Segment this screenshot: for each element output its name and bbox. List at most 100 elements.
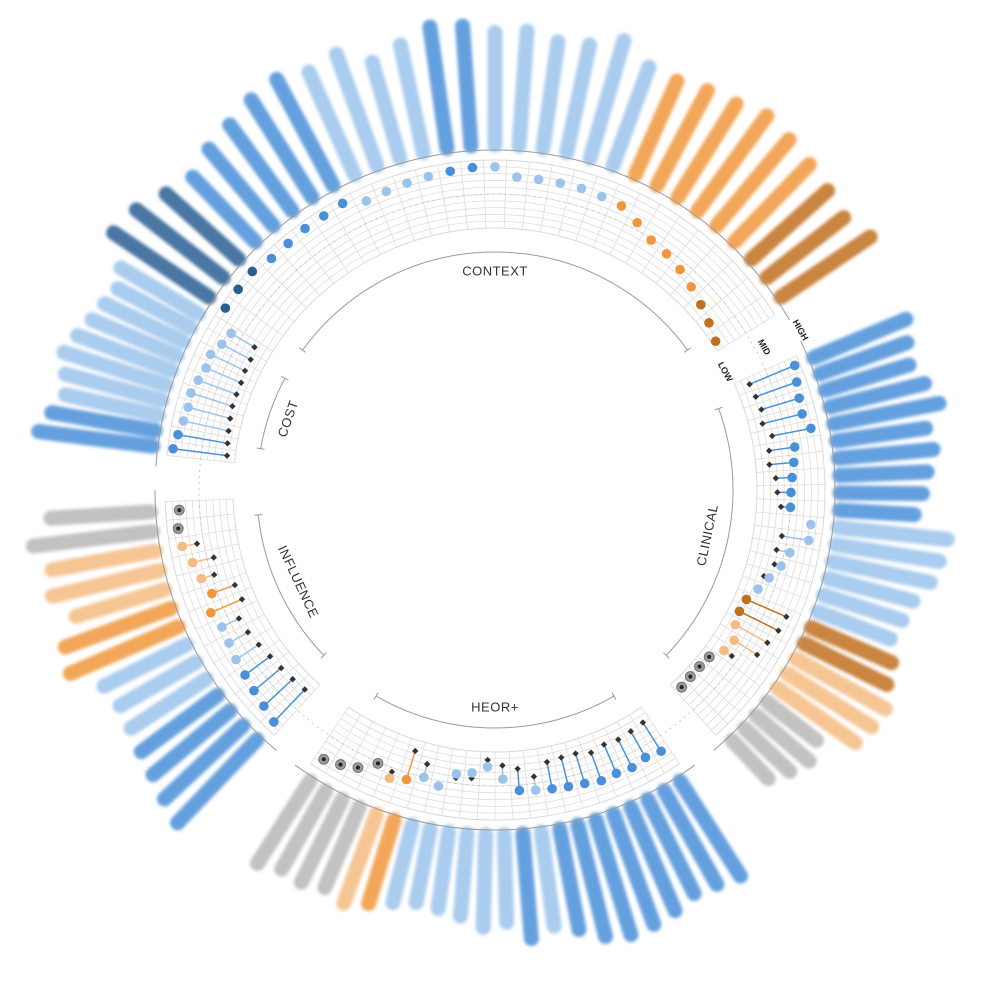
reference-marker [627, 728, 635, 735]
grid-spoke [437, 164, 450, 233]
outer-bars [25, 18, 955, 947]
dumbbell-stem [762, 413, 803, 425]
section-bracket-outer [200, 149, 790, 321]
outer-bar [475, 827, 494, 935]
grid-spoke [168, 440, 236, 452]
outer-bar [70, 328, 179, 378]
outer-bar [44, 543, 163, 578]
outer-bar [452, 826, 475, 924]
value-point [467, 162, 478, 173]
grid-arc [214, 159, 776, 316]
section-bracket-tick [320, 652, 328, 659]
grid-spoke [742, 575, 807, 599]
level-label: MID [756, 338, 773, 358]
grid-spoke [591, 733, 618, 797]
value-point [632, 217, 642, 228]
reference-marker [772, 475, 779, 482]
grid-spoke [641, 216, 680, 273]
level-label: HIGH [791, 318, 811, 343]
value-point [207, 588, 217, 599]
value-point [686, 282, 696, 292]
grid-spoke [171, 425, 239, 440]
outer-bar [201, 141, 281, 234]
value-point [789, 360, 800, 371]
reference-marker [231, 581, 239, 589]
grid-spoke [166, 513, 235, 521]
reference-marker [241, 367, 249, 374]
outer-bar [361, 812, 402, 912]
section-bracket-inner [260, 378, 286, 449]
grid-spoke [670, 244, 717, 296]
value-point [226, 328, 236, 339]
grid-spoke [550, 745, 566, 813]
value-point [764, 573, 774, 583]
value-point [547, 783, 557, 794]
gray-point-core [679, 685, 684, 690]
reference-marker [572, 750, 579, 757]
value-point [696, 299, 706, 310]
dumbbell-stem [205, 367, 242, 384]
outer-bar [817, 357, 917, 398]
reference-marker [783, 613, 790, 621]
value-point [249, 685, 259, 696]
grid-spoke [224, 639, 281, 679]
value-point [530, 785, 541, 795]
reference-marker [639, 719, 647, 726]
value-point [789, 457, 799, 468]
value-point [205, 607, 216, 618]
outer-bar [385, 817, 420, 911]
value-point [196, 573, 206, 584]
value-point [240, 670, 250, 680]
section-bracket-inner [665, 408, 734, 656]
outer-bar [759, 210, 852, 286]
value-point [451, 769, 462, 779]
grid-spoke [683, 260, 733, 309]
outer-bar [570, 817, 614, 945]
gray-point-core [355, 765, 360, 770]
outer-bar [759, 694, 824, 748]
value-point [178, 416, 189, 426]
value-point [555, 178, 566, 188]
outer-bar [779, 666, 880, 735]
outer-bar [826, 395, 947, 432]
outer-bar [45, 563, 168, 604]
value-point [217, 622, 227, 632]
reference-marker [193, 540, 201, 547]
reference-marker [777, 503, 785, 510]
grid-spoke [609, 193, 640, 255]
reference-marker [600, 741, 608, 748]
value-point [786, 487, 796, 498]
section-bracket-tick [611, 692, 617, 700]
value-point [803, 535, 814, 546]
value-point [661, 249, 672, 259]
value-point [423, 171, 434, 182]
dumbbell-stem [630, 731, 647, 758]
section-bracket-inner [302, 251, 688, 351]
reference-marker [766, 461, 773, 468]
gray-point-core [697, 664, 702, 669]
grid-arc [232, 180, 758, 327]
outer-bar [606, 806, 662, 932]
value-point [640, 752, 651, 763]
outer-bar [25, 524, 161, 554]
reference-marker [728, 652, 735, 660]
outer-bar [422, 19, 455, 156]
reference-marker [388, 768, 396, 776]
dumbbell-marks [168, 162, 816, 796]
reference-marker [210, 554, 217, 561]
reference-marker [238, 596, 246, 603]
outer-bar [623, 799, 683, 919]
outer-bar [96, 637, 195, 694]
value-point [794, 393, 804, 403]
value-point [597, 191, 607, 202]
outer-bar [788, 651, 893, 717]
grid-arc [164, 501, 275, 736]
reference-marker [759, 420, 766, 427]
grid-spoke [195, 600, 258, 630]
outer-bar [727, 156, 817, 250]
grid-arc [237, 186, 753, 330]
outer-bar [627, 73, 685, 183]
dumbbell-stem [574, 753, 586, 784]
outer-bar [43, 504, 159, 526]
